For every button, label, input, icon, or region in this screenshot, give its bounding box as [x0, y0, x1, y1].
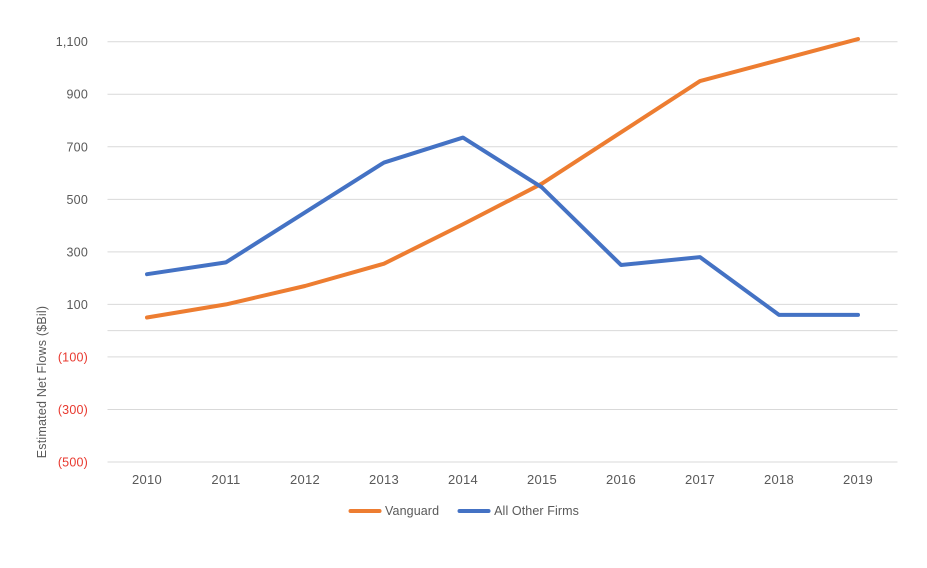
x-tick-label: 2012: [290, 472, 320, 487]
chart-legend: Vanguard All Other Firms: [348, 504, 579, 518]
y-tick-label: 700: [67, 140, 88, 154]
y-tick-label: (100): [58, 350, 88, 364]
legend-swatch-icon: [457, 508, 491, 514]
x-tick-label: 2010: [132, 472, 162, 487]
all-other-firms-line: [145, 135, 860, 317]
vanguard-line: [145, 37, 860, 320]
y-tick-label: (500): [58, 456, 88, 470]
x-tick-label: 2015: [527, 472, 557, 487]
x-tick-label: 2017: [685, 472, 715, 487]
legend-label: All Other Firms: [494, 504, 579, 518]
legend-item-vanguard: Vanguard: [348, 504, 439, 518]
legend-swatch-icon: [348, 508, 382, 514]
y-tick-label: 1,100: [56, 35, 88, 49]
y-tick-label: (300): [58, 403, 88, 417]
x-tick-label: 2019: [843, 472, 873, 487]
y-tick-label: 900: [67, 88, 88, 102]
x-tick-label: 2016: [606, 472, 636, 487]
y-tick-label: 100: [67, 298, 88, 312]
y-axis-title-text: Estimated Net Flows ($Bil): [35, 305, 49, 459]
y-tick-label: 300: [67, 245, 88, 259]
y-tick-label: 500: [67, 193, 88, 207]
legend-label: Vanguard: [385, 504, 440, 518]
x-tick-label: 2013: [369, 472, 399, 487]
legend-item-all-other-firms: All Other Firms: [457, 504, 579, 518]
x-tick-label: 2014: [448, 472, 478, 487]
x-tick-label: 2018: [764, 472, 794, 487]
x-tick-label: 2011: [211, 472, 240, 487]
